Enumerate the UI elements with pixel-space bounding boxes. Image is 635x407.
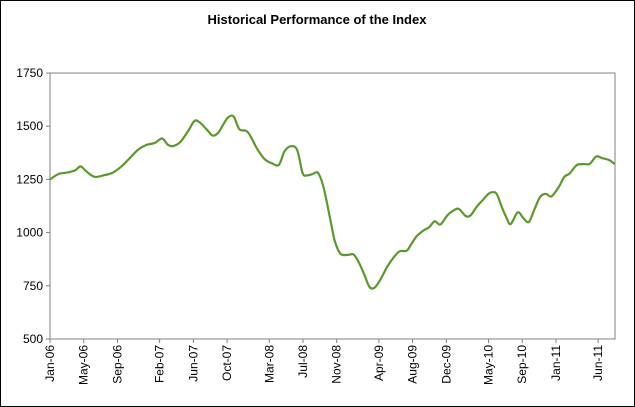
y-tick-label: 500 bbox=[23, 332, 43, 346]
x-tick-label: Jan-11 bbox=[549, 345, 563, 381]
x-axis: Jan-06 May-06 Sep-06 Feb-07 Jun-07 Oct-07 Mar-… bbox=[43, 339, 605, 385]
series-line bbox=[49, 114, 616, 290]
y-tick-label: 1000 bbox=[16, 226, 43, 240]
x-tick-label: Jul-08 bbox=[296, 345, 310, 378]
x-tick-label: Jun-07 bbox=[186, 345, 200, 382]
y-tick-label: 1500 bbox=[16, 119, 43, 133]
x-tick-label: Aug-09 bbox=[406, 345, 420, 384]
x-tick-label: May-06 bbox=[77, 345, 91, 385]
x-tick-label: Jan-06 bbox=[43, 345, 57, 382]
x-tick-label: Apr-09 bbox=[372, 345, 386, 381]
y-tick-label: 1750 bbox=[16, 66, 43, 80]
y-tick-label: 1250 bbox=[16, 172, 43, 186]
x-tick-label: Mar-08 bbox=[262, 345, 276, 383]
y-axis: 500 750 1000 1250 1500 1750 bbox=[16, 66, 50, 346]
x-tick-label: Oct-07 bbox=[220, 345, 234, 381]
y-tick-label: 750 bbox=[23, 279, 43, 293]
series-layer bbox=[49, 114, 616, 290]
plot-area bbox=[49, 72, 616, 340]
x-tick-label: May-10 bbox=[482, 345, 496, 385]
x-tick-label: Jun-11 bbox=[591, 345, 605, 381]
x-tick-label: Dec-09 bbox=[439, 345, 453, 384]
chart-title: Historical Performance of the Index bbox=[208, 12, 428, 27]
x-tick-label: Sep-10 bbox=[515, 345, 529, 384]
x-tick-label: Feb-07 bbox=[153, 345, 167, 383]
x-tick-label: Sep-06 bbox=[110, 345, 124, 384]
x-tick-label: Nov-08 bbox=[330, 345, 344, 384]
